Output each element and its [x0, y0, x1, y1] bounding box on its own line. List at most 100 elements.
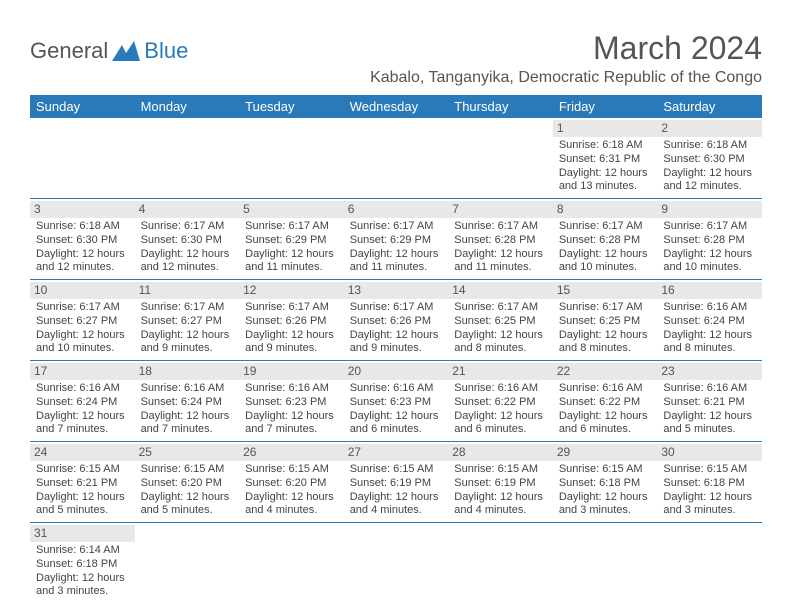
sunrise-text: Sunrise: 6:15 AM — [141, 463, 234, 477]
sunrise-text: Sunrise: 6:15 AM — [245, 463, 338, 477]
sunset-text: Sunset: 6:18 PM — [36, 558, 129, 572]
logo-text-general: General — [30, 38, 108, 64]
sunset-text: Sunset: 6:31 PM — [559, 153, 652, 167]
calendar-cell — [344, 523, 449, 604]
daylight-text: Daylight: 12 hours and 8 minutes. — [454, 329, 547, 357]
sunrise-text: Sunrise: 6:17 AM — [141, 220, 234, 234]
calendar-cell: 4Sunrise: 6:17 AMSunset: 6:30 PMDaylight… — [135, 199, 240, 280]
calendar-cell: 26Sunrise: 6:15 AMSunset: 6:20 PMDayligh… — [239, 442, 344, 523]
calendar-cell — [239, 118, 344, 199]
daylight-text: Daylight: 12 hours and 12 minutes. — [663, 167, 756, 195]
sunrise-text: Sunrise: 6:16 AM — [36, 382, 129, 396]
day-number: 14 — [448, 282, 553, 299]
daylight-text: Daylight: 12 hours and 5 minutes. — [36, 491, 129, 519]
logo: General Blue — [30, 38, 188, 64]
day-header: Sunday — [30, 95, 135, 118]
day-number: 19 — [239, 363, 344, 380]
day-number: 3 — [30, 201, 135, 218]
day-number: 1 — [553, 120, 658, 137]
header: General Blue March 2024 Kabalo, Tanganyi… — [30, 30, 762, 87]
day-number: 22 — [553, 363, 658, 380]
sunrise-text: Sunrise: 6:17 AM — [141, 301, 234, 315]
calendar-cell — [344, 118, 449, 199]
calendar-cell: 5Sunrise: 6:17 AMSunset: 6:29 PMDaylight… — [239, 199, 344, 280]
calendar-cell — [30, 118, 135, 199]
sunset-text: Sunset: 6:30 PM — [141, 234, 234, 248]
calendar-cell: 8Sunrise: 6:17 AMSunset: 6:28 PMDaylight… — [553, 199, 658, 280]
day-header: Friday — [553, 95, 658, 118]
daylight-text: Daylight: 12 hours and 10 minutes. — [36, 329, 129, 357]
day-number: 13 — [344, 282, 449, 299]
sunset-text: Sunset: 6:24 PM — [141, 396, 234, 410]
sunrise-text: Sunrise: 6:15 AM — [350, 463, 443, 477]
day-number: 18 — [135, 363, 240, 380]
sunset-text: Sunset: 6:25 PM — [559, 315, 652, 329]
sunset-text: Sunset: 6:29 PM — [350, 234, 443, 248]
daylight-text: Daylight: 12 hours and 8 minutes. — [559, 329, 652, 357]
calendar-cell: 11Sunrise: 6:17 AMSunset: 6:27 PMDayligh… — [135, 280, 240, 361]
calendar-cell: 12 Sunrise: 6:17 AMSunset: 6:26 PMDayligh… — [239, 280, 344, 361]
sunset-text: Sunset: 6:30 PM — [663, 153, 756, 167]
sunrise-text: Sunrise: 6:16 AM — [141, 382, 234, 396]
day-number: 4 — [135, 201, 240, 218]
sunset-text: Sunset: 6:18 PM — [559, 477, 652, 491]
sunrise-text: Sunrise: 6:16 AM — [350, 382, 443, 396]
sunrise-text: Sunrise: 6:15 AM — [36, 463, 129, 477]
sunset-text: Sunset: 6:28 PM — [663, 234, 756, 248]
daylight-text: Daylight: 12 hours and 5 minutes. — [141, 491, 234, 519]
calendar-cell: 29Sunrise: 6:15 AMSunset: 6:18 PMDayligh… — [553, 442, 658, 523]
calendar-body: 1Sunrise: 6:18 AMSunset: 6:31 PMDaylight… — [30, 118, 762, 603]
calendar-cell — [657, 523, 762, 604]
day-number: 20 — [344, 363, 449, 380]
calendar-cell: 31Sunrise: 6:14 AMSunset: 6:18 PMDayligh… — [30, 523, 135, 604]
daylight-text: Daylight: 12 hours and 7 minutes. — [245, 410, 338, 438]
day-number: 30 — [657, 444, 762, 461]
sunset-text: Sunset: 6:30 PM — [36, 234, 129, 248]
sunrise-text: Sunrise: 6:15 AM — [663, 463, 756, 477]
sunrise-text: Sunrise: 6:17 AM — [454, 301, 547, 315]
day-header: Wednesday — [344, 95, 449, 118]
sunset-text: Sunset: 6:23 PM — [245, 396, 338, 410]
sunrise-text: Sunrise: 6:15 AM — [559, 463, 652, 477]
sunrise-text: Sunrise: 6:17 AM — [350, 301, 443, 315]
calendar-cell — [239, 523, 344, 604]
sunrise-text: Sunrise: 6:16 AM — [245, 382, 338, 396]
calendar-row: 3Sunrise: 6:18 AMSunset: 6:30 PMDaylight… — [30, 199, 762, 280]
calendar-cell — [135, 118, 240, 199]
sunset-text: Sunset: 6:27 PM — [141, 315, 234, 329]
calendar-cell: 10Sunrise: 6:17 AMSunset: 6:27 PMDayligh… — [30, 280, 135, 361]
sunrise-text: Sunrise: 6:17 AM — [245, 301, 338, 315]
daylight-text: Daylight: 12 hours and 9 minutes. — [245, 329, 338, 357]
sunrise-text: Sunrise: 6:17 AM — [36, 301, 129, 315]
calendar-cell: 16Sunrise: 6:16 AMSunset: 6:24 PMDayligh… — [657, 280, 762, 361]
calendar-cell: 3Sunrise: 6:18 AMSunset: 6:30 PMDaylight… — [30, 199, 135, 280]
sunrise-text: Sunrise: 6:16 AM — [663, 382, 756, 396]
calendar-cell: 7Sunrise: 6:17 AMSunset: 6:28 PMDaylight… — [448, 199, 553, 280]
daylight-text: Daylight: 12 hours and 11 minutes. — [454, 248, 547, 276]
sunrise-text: Sunrise: 6:16 AM — [454, 382, 547, 396]
daylight-text: Daylight: 12 hours and 9 minutes. — [141, 329, 234, 357]
sunrise-text: Sunrise: 6:15 AM — [454, 463, 547, 477]
sunset-text: Sunset: 6:20 PM — [141, 477, 234, 491]
day-number: 9 — [657, 201, 762, 218]
daylight-text: Daylight: 12 hours and 4 minutes. — [245, 491, 338, 519]
sunset-text: Sunset: 6:24 PM — [36, 396, 129, 410]
day-number: 5 — [239, 201, 344, 218]
sunset-text: Sunset: 6:22 PM — [454, 396, 547, 410]
sunset-text: Sunset: 6:26 PM — [245, 315, 338, 329]
calendar-cell — [553, 523, 658, 604]
day-number: 8 — [553, 201, 658, 218]
day-number: 12 — [239, 282, 344, 299]
day-number: 24 — [30, 444, 135, 461]
calendar-cell: 25Sunrise: 6:15 AMSunset: 6:20 PMDayligh… — [135, 442, 240, 523]
sunrise-text: Sunrise: 6:17 AM — [663, 220, 756, 234]
daylight-text: Daylight: 12 hours and 3 minutes. — [36, 572, 129, 600]
logo-icon — [112, 41, 140, 61]
sunrise-text: Sunrise: 6:16 AM — [663, 301, 756, 315]
calendar-cell — [448, 523, 553, 604]
day-number: 26 — [239, 444, 344, 461]
sunset-text: Sunset: 6:22 PM — [559, 396, 652, 410]
calendar-row: 1Sunrise: 6:18 AMSunset: 6:31 PMDaylight… — [30, 118, 762, 199]
calendar-cell: 18Sunrise: 6:16 AMSunset: 6:24 PMDayligh… — [135, 361, 240, 442]
day-number: 17 — [30, 363, 135, 380]
